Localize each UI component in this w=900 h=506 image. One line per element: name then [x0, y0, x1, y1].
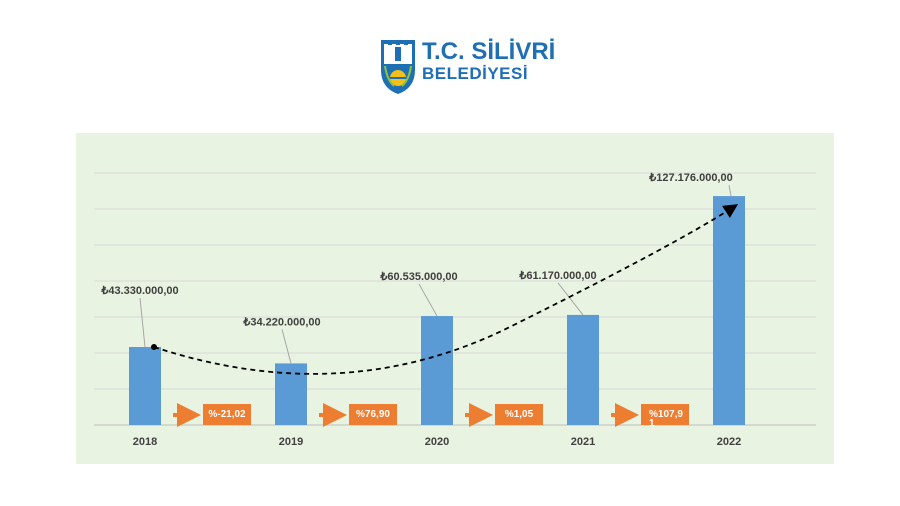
data-label-2019: ₺34.220.000,00	[242, 316, 320, 328]
x-tick-label-2021: 2021	[571, 436, 595, 448]
change-box	[349, 404, 397, 425]
change-box	[203, 404, 251, 425]
logo-title: T.C. SİLİVRİ	[422, 38, 556, 65]
leader-line	[281, 329, 292, 364]
logo-subtitle: BELEDİYESİ	[422, 64, 529, 83]
leader-line	[418, 283, 438, 317]
leader-line	[728, 184, 732, 197]
leader-line	[557, 282, 584, 316]
x-tick-label-2020: 2020	[425, 436, 449, 448]
bar-2022	[713, 196, 745, 425]
x-tick-label-2019: 2019	[279, 436, 303, 448]
data-label-2022: ₺127.176.000,00	[648, 172, 732, 184]
data-label-2021: ₺61.170.000,00	[518, 270, 596, 282]
change-label: %1,05	[505, 409, 534, 420]
data-label-2020: ₺60.535.000,00	[379, 271, 457, 283]
trend-start-point	[151, 344, 157, 351]
bar-2020	[421, 316, 453, 425]
leader-line	[139, 297, 146, 348]
change-label: 1	[649, 418, 655, 429]
change-box	[641, 404, 689, 425]
change-label: %76,90	[356, 409, 390, 420]
trend-arrow	[153, 204, 739, 375]
silivri-emblem-icon	[381, 40, 415, 94]
bar-2018	[129, 347, 161, 425]
bar-2021	[567, 314, 599, 425]
data-label-2018: ₺43.330.000,00	[100, 285, 178, 297]
bar-chart: ₺43.330.000,00 ₺34.220.000,00 ₺60.535.000,…	[94, 172, 816, 448]
change-label: %-21,02	[208, 409, 246, 420]
change-label: %107,9	[649, 409, 683, 420]
x-tick-label-2022: 2022	[717, 436, 741, 448]
chart-panel: ₺43.330.000,00 ₺34.220.000,00 ₺60.535.000,…	[76, 133, 834, 464]
change-box	[495, 404, 543, 425]
x-tick-label-2018: 2018	[133, 436, 157, 448]
logo: T.C. SİLİVRİ BELEDİYESİ	[378, 36, 555, 96]
